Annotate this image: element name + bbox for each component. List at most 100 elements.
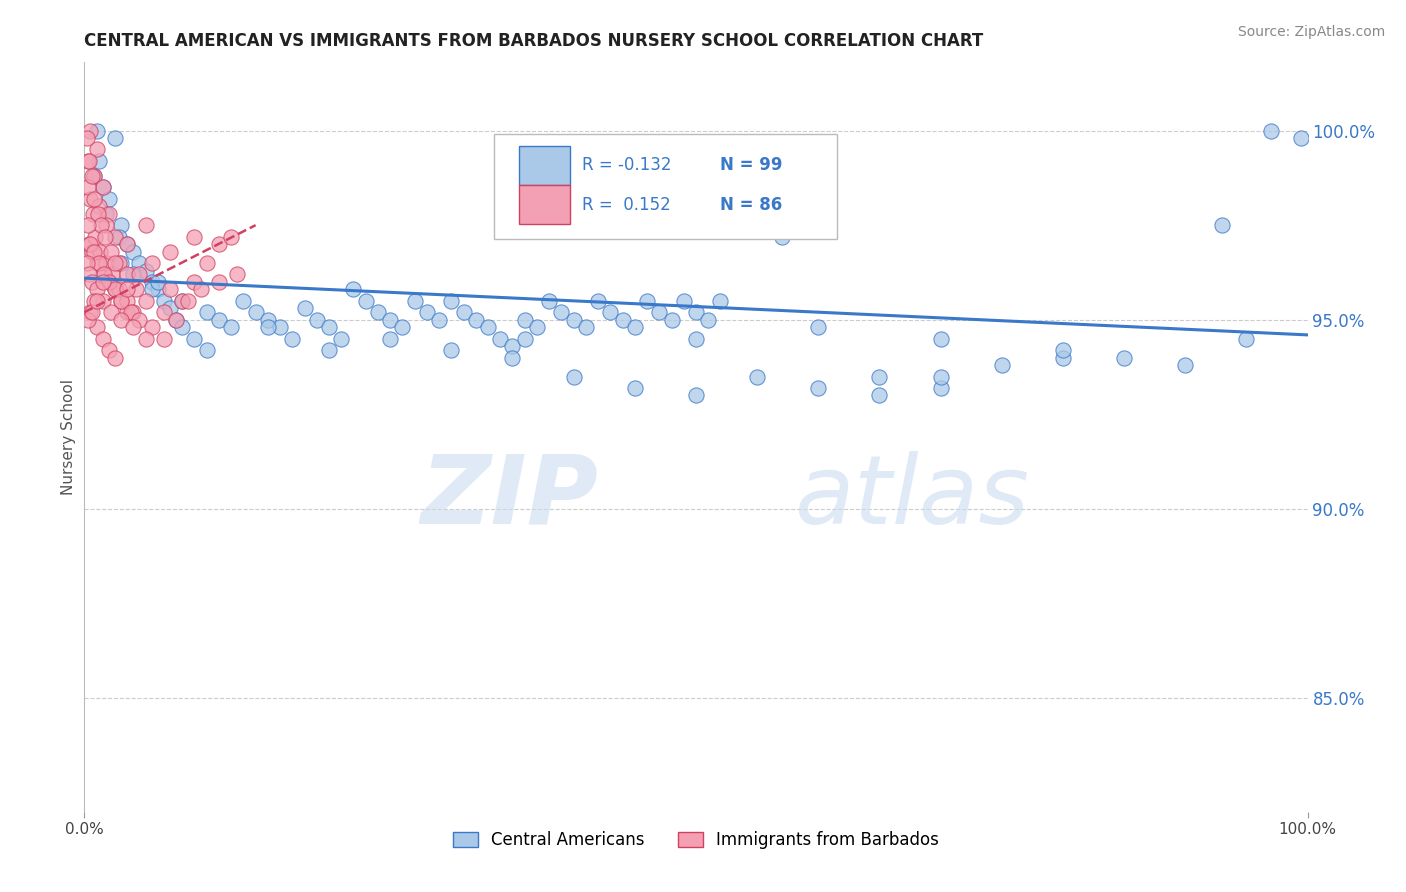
Point [195,343,218,357]
Point [135,263,157,277]
Point [929,332,952,346]
Point [80,275,103,289]
Point [269,320,291,334]
Point [183,275,205,289]
Point [1236,332,1258,346]
Point [83,169,105,183]
Point [172,293,194,308]
Point [538,293,561,308]
Point [115,293,138,308]
Point [141,283,163,297]
Point [562,312,585,326]
Point [135,332,157,346]
Point [575,320,598,334]
Point [79,237,101,252]
Point [128,312,150,326]
Point [208,312,231,326]
Point [513,312,536,326]
Point [1052,351,1074,365]
Point [1174,358,1197,372]
Point [97,343,120,357]
Point [183,229,205,244]
Point [636,293,658,308]
Point [477,320,499,334]
Point [153,293,176,308]
Point [380,312,402,326]
Point [91,332,114,346]
Point [128,256,150,270]
Point [96,207,118,221]
Point [190,283,212,297]
Point [991,358,1014,372]
Point [586,293,609,308]
Point [502,339,524,353]
Point [107,283,129,297]
Point [305,312,328,326]
Point [502,351,524,365]
Y-axis label: Nursery School: Nursery School [60,379,76,495]
Point [87,207,110,221]
Point [100,244,122,259]
Legend: Central Americans, Immigrants from Barbados: Central Americans, Immigrants from Barba… [446,824,946,855]
Point [612,312,634,326]
Point [709,293,731,308]
Point [77,180,100,194]
Point [177,293,200,308]
Point [281,332,304,346]
Point [747,369,769,384]
Point [77,312,100,326]
Point [869,369,891,384]
Point [79,305,101,319]
Point [128,268,150,282]
Point [159,244,181,259]
Point [165,312,187,326]
Point [86,293,108,308]
Point [513,332,536,346]
Point [141,275,163,289]
Text: ZIP: ZIP [420,450,598,543]
Point [110,293,132,308]
Point [427,312,450,326]
Text: CENTRAL AMERICAN VS IMMIGRANTS FROM BARBADOS NURSERY SCHOOL CORRELATION CHART: CENTRAL AMERICAN VS IMMIGRANTS FROM BARB… [84,32,984,50]
Point [526,320,548,334]
FancyBboxPatch shape [519,145,569,185]
Point [120,305,142,319]
Point [929,369,952,384]
Point [104,131,127,145]
Point [77,268,100,282]
Point [104,283,127,297]
Point [122,268,145,282]
Point [195,305,218,319]
Point [135,218,157,232]
Point [104,283,127,297]
Point [391,320,413,334]
Point [90,218,112,232]
Point [747,218,769,232]
Point [110,218,132,232]
Point [208,237,231,252]
Point [104,351,127,365]
Point [82,207,104,221]
Point [219,229,242,244]
Point [929,381,952,395]
Point [624,320,647,334]
Text: N = 86: N = 86 [720,196,783,214]
Point [330,332,353,346]
Point [464,312,486,326]
Point [87,199,110,213]
Point [562,369,585,384]
Point [84,229,107,244]
Point [807,381,830,395]
Point [86,143,108,157]
Point [91,268,114,282]
Point [453,305,475,319]
Point [141,256,163,270]
Point [122,244,145,259]
Point [91,180,114,194]
Point [122,305,145,319]
Point [318,320,340,334]
Point [80,244,103,259]
Point [86,256,108,270]
Point [80,305,103,319]
Point [86,320,108,334]
